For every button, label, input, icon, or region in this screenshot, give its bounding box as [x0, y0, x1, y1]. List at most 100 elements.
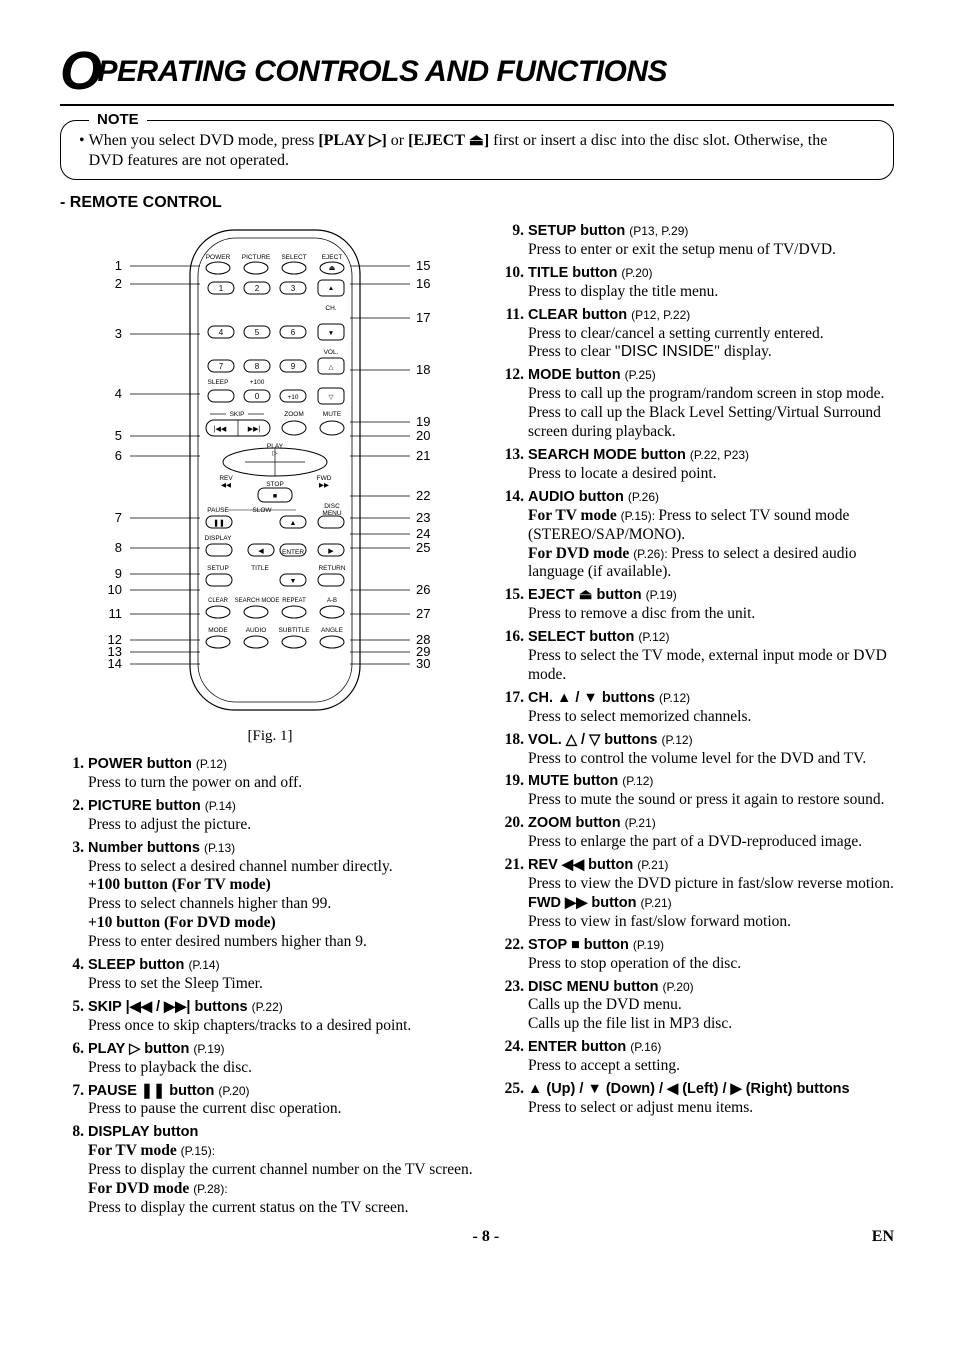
- item-head: VOL. △ / ▽ buttons: [528, 732, 661, 748]
- lbl-ch: CH.: [325, 305, 336, 312]
- item-number: 12.: [500, 366, 524, 385]
- dropcap-o: O: [60, 40, 102, 102]
- svg-text:2: 2: [255, 284, 260, 293]
- page-ref: (P.15):: [621, 509, 659, 523]
- callout-number: 1: [115, 258, 122, 273]
- item-number: 2.: [60, 797, 84, 816]
- item-head: PAUSE ❚❚ button: [88, 1083, 218, 1099]
- svg-text:❚❚: ❚❚: [213, 519, 225, 527]
- list-item: 3.Number buttons (P.13)Press to select a…: [60, 839, 480, 952]
- note-box: NOTE • When you select DVD mode, press […: [60, 120, 894, 180]
- list-item: 13.SEARCH MODE button (P.22, P23)Press t…: [500, 446, 894, 484]
- lbl-eject: EJECT: [322, 254, 343, 261]
- right-column: 9.SETUP button (P13, P.29)Press to enter…: [500, 222, 894, 1222]
- item-desc: Press to turn the power on and off.: [88, 774, 302, 791]
- item-head: SLEEP button: [88, 957, 188, 973]
- page-ref: (P.12): [622, 774, 653, 788]
- item-head: AUDIO button: [528, 489, 628, 505]
- svg-text:9: 9: [291, 362, 296, 371]
- svg-text:|◀◀: |◀◀: [214, 426, 227, 433]
- item-head: EJECT ⏏ button: [528, 587, 646, 603]
- item-head: SELECT button: [528, 629, 638, 645]
- page-ref: (P.21): [625, 816, 656, 830]
- list-item: 2.PICTURE button (P.14)Press to adjust t…: [60, 797, 480, 835]
- svg-text:▼: ▼: [290, 578, 297, 585]
- note-text-before: When you select DVD mode, press: [89, 132, 319, 149]
- item-head: PLAY ▷ button: [88, 1041, 193, 1057]
- item-number: 15.: [500, 586, 524, 605]
- callout-number: 26: [416, 582, 430, 597]
- lbl-stop: STOP: [266, 481, 284, 488]
- lbl-ab: A-B: [327, 598, 337, 604]
- list-item: 25.▲ (Up) / ▼ (Down) / ◀ (Left) / ▶ (Rig…: [500, 1080, 894, 1118]
- page-ref: (P.20): [218, 1084, 249, 1098]
- lbl-plus100: +100: [250, 379, 265, 386]
- callout-number: 7: [115, 510, 122, 525]
- note-play: [PLAY ▷]: [318, 132, 386, 149]
- lbl-repeat: REPEAT: [282, 598, 306, 604]
- svg-text:■: ■: [273, 493, 277, 500]
- item-number: 19.: [500, 772, 524, 791]
- item-desc: Press to view in fast/slow forward motio…: [528, 913, 791, 930]
- page-ref: (P13, P.29): [629, 224, 688, 238]
- language-code: EN: [872, 1228, 894, 1246]
- page-ref: (P.12): [638, 630, 669, 644]
- page-ref: (P.22): [252, 1000, 283, 1014]
- lbl-enter: ENTER: [282, 549, 304, 556]
- svg-text:6: 6: [291, 328, 296, 337]
- svg-text:◀: ◀: [258, 548, 264, 555]
- lbl-rev: REV: [219, 475, 233, 482]
- item-subhead: For DVD mode: [528, 545, 633, 562]
- list-item: 19.MUTE button (P.12)Press to mute the s…: [500, 772, 894, 810]
- item-number: 21.: [500, 856, 524, 875]
- remote-diagram-wrap: POWER PICTURE SELECT EJECT ⏏: [60, 222, 480, 722]
- item-number: 17.: [500, 689, 524, 708]
- callout-number: 2: [115, 276, 122, 291]
- item-number: 3.: [60, 839, 84, 858]
- lbl-slow: SLOW: [252, 507, 272, 514]
- list-item: 17.CH. ▲ / ▼ buttons (P.12)Press to sele…: [500, 689, 894, 727]
- page-ref: (P.20): [621, 266, 652, 280]
- item-desc: Press to call up the program/random scre…: [528, 385, 884, 402]
- lbl-select: SELECT: [281, 254, 306, 261]
- item-desc: Press to pause the current disc operatio…: [88, 1100, 342, 1117]
- item-head: SETUP button: [528, 223, 629, 239]
- item-head: DISPLAY button: [88, 1124, 198, 1140]
- note-label: NOTE: [89, 111, 147, 130]
- list-item: 18.VOL. △ / ▽ buttons (P.12)Press to con…: [500, 731, 894, 769]
- item-desc: Press to display the title menu.: [528, 283, 718, 300]
- lbl-power: POWER: [206, 254, 231, 261]
- callout-number: 3: [115, 326, 122, 341]
- heading-text: PERATING CONTROLS AND FUNCTIONS: [98, 55, 668, 88]
- callout-number: 17: [416, 310, 430, 325]
- list-item: 5.SKIP |◀◀ / ▶▶| buttons (P.22)Press onc…: [60, 998, 480, 1036]
- item-head: ZOOM button: [528, 815, 625, 831]
- page-ref: (P.15):: [181, 1144, 215, 1158]
- svg-text:▽: ▽: [329, 394, 335, 401]
- item-head: ▲ (Up) / ▼ (Down) / ◀ (Left) / ▶ (Right)…: [528, 1081, 850, 1097]
- item-number: 22.: [500, 936, 524, 955]
- item-desc: Press to enter desired numbers higher th…: [88, 933, 367, 950]
- lbl-fwd: FWD: [317, 475, 332, 482]
- item-number: 6.: [60, 1040, 84, 1059]
- list-item: 21.REV ◀◀ button (P.21)Press to view the…: [500, 856, 894, 932]
- item-number: 18.: [500, 731, 524, 750]
- svg-text:▲: ▲: [290, 520, 297, 527]
- callout-number: 14: [108, 656, 122, 671]
- list-item: 4.SLEEP button (P.14)Press to set the Sl…: [60, 956, 480, 994]
- page-ref: (P.19): [193, 1042, 224, 1056]
- page-ref: (P.19): [633, 938, 664, 952]
- subheading-remote: - REMOTE CONTROL: [60, 194, 894, 212]
- list-item: 1.POWER button (P.12)Press to turn the p…: [60, 755, 480, 793]
- callout-number: 4: [115, 386, 122, 401]
- item-desc: Press to stop operation of the disc.: [528, 955, 741, 972]
- lbl-discmenu1: DISC: [324, 503, 340, 510]
- svg-text:▶▶|: ▶▶|: [248, 426, 261, 433]
- item-desc: Press to select the TV mode, external in…: [528, 647, 887, 683]
- item-subhead: For DVD mode: [88, 1180, 193, 1197]
- item-desc: Press to select or adjust menu items.: [528, 1099, 753, 1116]
- item-desc: Press to set the Sleep Timer.: [88, 975, 263, 992]
- item-head: DISC MENU button: [528, 979, 663, 995]
- svg-text:◀◀: ◀◀: [221, 482, 232, 489]
- item-desc: " display.: [714, 343, 772, 360]
